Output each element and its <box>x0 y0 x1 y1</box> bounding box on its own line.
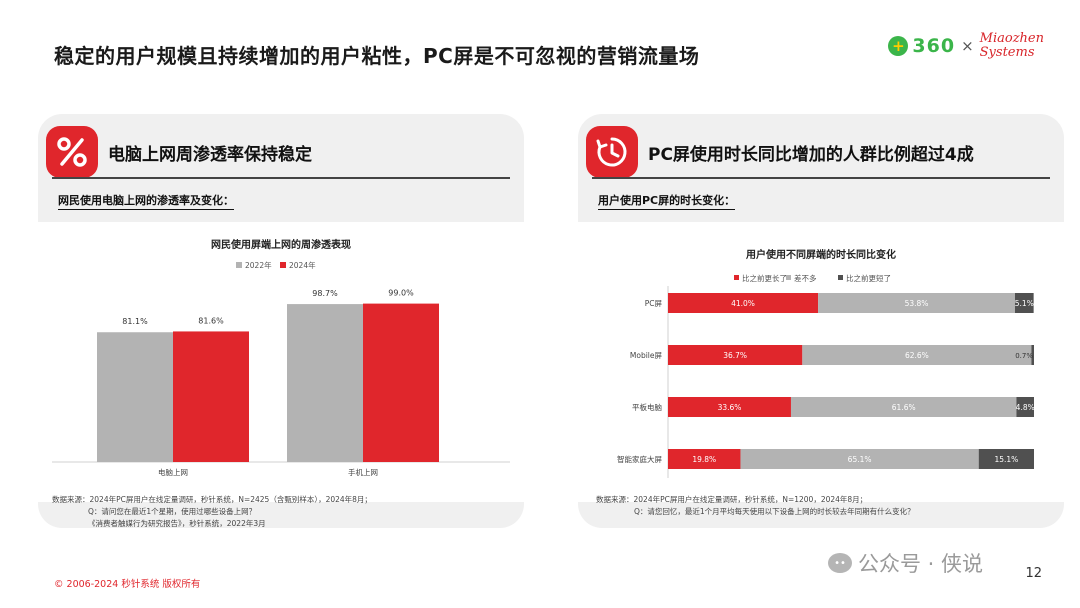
y-tick-label: PC屏 <box>645 299 663 308</box>
bar <box>173 331 249 462</box>
legend-swatch <box>786 275 791 280</box>
bar-segment <box>818 293 1015 313</box>
penetration-chart: 网民使用屏端上网的周渗透表现 2022年 2024年 81.1% 81.6% 电脑上网 98… <box>52 238 510 477</box>
source-line: 数据来源：2024年PC屏用户在线定量调研，秒针系统，N=2425（含甄别样本）… <box>52 495 372 504</box>
source-line: Q：请问您在最近1个星期，使用过哪些设备上网？ <box>88 507 257 516</box>
panel-title: PC屏使用时长同比增加的人群比例超过4成 <box>648 145 974 165</box>
copyright-text: © 2006-2024 秒针系统 版权所有 <box>54 579 201 590</box>
data-label: 61.6% <box>892 403 916 412</box>
header-divider <box>592 177 1050 179</box>
y-tick-label: 智能家庭大屏 <box>617 454 662 464</box>
chart-title: 用户使用不同屏端的时长同比变化 <box>745 248 896 261</box>
watermark: •• 公众号 · 侠说 <box>828 548 983 578</box>
panel-subtitle: 用户使用PC屏的时长变化： <box>598 192 736 210</box>
data-label: 19.8% <box>692 455 716 464</box>
data-label: 33.6% <box>718 403 742 412</box>
legend-swatch <box>280 262 286 268</box>
data-label: 98.7% <box>312 289 338 298</box>
panel-header: PC屏使用时长同比增加的人群比例超过4成 <box>578 114 1064 178</box>
logo-miaozhen-line2: Systems <box>979 45 1035 60</box>
legend-swatch <box>236 262 242 268</box>
source-line: 数据来源：2024年PC屏用户在线定量调研，秒针系统，N=1200，2024年8… <box>596 495 868 504</box>
page-title: 稳定的用户规模且持续增加的用户粘性，PC屏是不可忽视的营销流量场 <box>54 44 700 68</box>
wechat-icon: •• <box>828 553 852 573</box>
logo-miaozhen-line1: Miaozhen <box>979 31 1044 46</box>
bar <box>287 304 363 462</box>
data-label: 65.1% <box>848 455 872 464</box>
data-label: 81.1% <box>122 317 148 326</box>
legend-label: 2024年 <box>289 260 316 270</box>
y-tick-label: 平板电脑 <box>632 402 662 412</box>
percent-icon <box>46 126 98 178</box>
legend-swatch <box>838 275 843 280</box>
source-line: 《消费者触媒行为研究报告》，秒针系统，2022年3月 <box>88 519 266 528</box>
legend-label: 比之前更长了 <box>742 273 787 283</box>
data-label: 41.0% <box>731 299 755 308</box>
brand-logos: + 360 × Miaozhen Systems <box>888 32 1044 60</box>
data-label: 81.6% <box>198 316 224 325</box>
bar-segment <box>790 397 1017 417</box>
logo-360: + 360 <box>888 35 955 57</box>
watermark-text: 公众号 · 侠说 <box>858 552 984 576</box>
chart-container: 网民使用屏端上网的周渗透表现 2022年 2024年 81.1% 81.6% 电脑上网 98… <box>38 222 524 502</box>
legend-swatch <box>734 275 739 280</box>
bar-segment <box>978 449 1034 469</box>
data-label: 36.7% <box>723 351 747 360</box>
bar <box>363 303 439 462</box>
legend-label: 差不多 <box>794 273 817 283</box>
bar-segment <box>668 449 741 469</box>
bar-segment <box>668 397 791 417</box>
bar-segment <box>668 345 803 365</box>
bar <box>97 332 173 462</box>
bar-segment <box>740 449 979 469</box>
data-label: 99.0% <box>388 289 414 298</box>
legend-label: 2022年 <box>245 260 272 270</box>
chart-container: 用户使用不同屏端的时长同比变化 比之前更长了 差不多 比之前更短了 PC屏 41.0% 53… <box>578 222 1064 502</box>
source-note: 数据来源：2024年PC屏用户在线定量调研，秒针系统，N=2425（含甄别样本）… <box>52 494 372 530</box>
source-line: Q：请您回忆，最近1个月平均每天使用以下设备上网的时长较去年同期有什么变化？ <box>634 507 915 516</box>
data-label: 15.1% <box>994 455 1018 464</box>
data-label: 4.8% <box>1016 403 1035 412</box>
bar-segment <box>802 345 1032 365</box>
x-tick-label: 手机上网 <box>348 467 378 477</box>
clock-icon <box>586 126 638 178</box>
x-tick-label: 电脑上网 <box>158 467 188 477</box>
page-number: 12 <box>1025 566 1042 581</box>
data-label: 5.1% <box>1015 299 1034 308</box>
logo-separator: × <box>961 37 974 55</box>
data-label: 62.6% <box>905 351 929 360</box>
panel-header: 电脑上网周渗透率保持稳定 <box>38 114 524 178</box>
plus-icon: + <box>888 36 909 56</box>
usage-time-panel: PC屏使用时长同比增加的人群比例超过4成 用户使用PC屏的时长变化： 用户使用不… <box>578 114 1064 528</box>
logo-miaozhen: Miaozhen Systems <box>980 32 1044 60</box>
bar-segment <box>668 293 819 313</box>
penetration-panel: 电脑上网周渗透率保持稳定 网民使用电脑上网的渗透率及变化： 网民使用屏端上网的周… <box>38 114 524 528</box>
y-tick-label: Mobile屏 <box>630 351 663 360</box>
header-divider <box>52 177 510 179</box>
data-label: 0.7% <box>1015 352 1033 360</box>
logo-360-text: 360 <box>912 35 956 57</box>
chart-title: 网民使用屏端上网的周渗透表现 <box>211 238 351 251</box>
source-note: 数据来源：2024年PC屏用户在线定量调研，秒针系统，N=1200，2024年8… <box>596 494 915 518</box>
data-label: 53.8% <box>905 299 929 308</box>
panel-subtitle: 网民使用电脑上网的渗透率及变化： <box>58 192 234 210</box>
bar-segment <box>1031 345 1034 365</box>
bar-segment <box>1016 397 1034 417</box>
legend-label: 比之前更短了 <box>846 273 891 283</box>
panel-title: 电脑上网周渗透率保持稳定 <box>108 145 312 165</box>
bar-segment <box>1014 293 1034 313</box>
